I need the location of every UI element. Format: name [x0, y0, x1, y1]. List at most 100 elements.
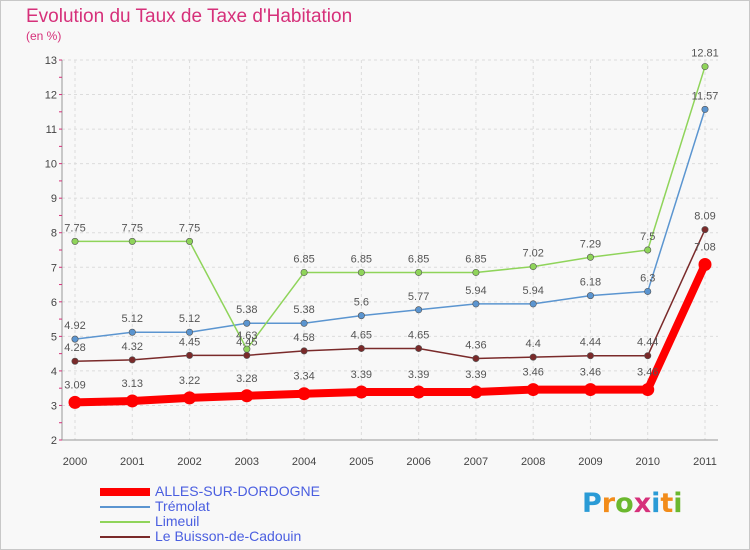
data-point	[644, 287, 652, 295]
data-label: 5.6	[354, 297, 369, 309]
y-unit-label: (en %)	[26, 29, 62, 43]
data-label: 4.63	[236, 330, 257, 342]
data-point	[357, 344, 365, 352]
data-point	[71, 335, 79, 343]
data-label: 3.46	[580, 367, 601, 379]
legend-label: Limeuil	[155, 513, 200, 529]
data-point	[529, 353, 537, 361]
legend-swatch	[100, 535, 150, 538]
x-tick-label: 2010	[635, 456, 659, 468]
x-tick-label: 2001	[120, 456, 144, 468]
data-point	[644, 352, 652, 360]
logo-letter: x	[633, 488, 652, 519]
data-label: 4.4	[526, 338, 541, 350]
series-line-1	[74, 109, 706, 340]
data-label: 5.38	[293, 304, 314, 316]
data-point	[71, 357, 79, 365]
data-label: 6.85	[293, 253, 314, 265]
data-point	[698, 258, 712, 272]
legend-item: Trémolat	[100, 499, 320, 514]
data-point	[526, 383, 540, 397]
data-point	[354, 385, 368, 399]
data-point	[701, 226, 709, 234]
data-label: 3.22	[179, 375, 200, 387]
logo-letter: P	[582, 488, 602, 519]
chart-title: Evolution du Taux de Taxe d'Habitation	[26, 6, 353, 27]
data-point	[641, 383, 655, 397]
data-point	[586, 253, 594, 261]
data-point	[583, 383, 597, 397]
data-label: 3.39	[408, 369, 429, 381]
data-label: 4.92	[64, 320, 85, 332]
series-line-0	[74, 262, 709, 407]
data-label: 4.58	[293, 332, 314, 344]
logo-letter: t	[660, 488, 674, 519]
data-label: 5.12	[122, 313, 143, 325]
data-point	[128, 237, 136, 245]
y-tick-label: 2	[51, 435, 57, 447]
x-tick-label: 2002	[177, 456, 201, 468]
data-point	[300, 347, 308, 355]
x-tick-label: 2008	[521, 456, 545, 468]
x-tick-label: 2011	[693, 456, 717, 468]
data-point	[701, 105, 709, 113]
data-point	[586, 352, 594, 360]
data-label: 5.77	[408, 291, 429, 303]
series-line-3	[74, 229, 706, 362]
data-point	[300, 319, 308, 327]
y-tick-label: 11	[46, 124, 57, 136]
x-tick-label: 2004	[292, 456, 316, 468]
data-point	[586, 292, 594, 300]
data-point	[357, 268, 365, 276]
y-tick-label: 3	[51, 400, 57, 412]
logo-letter: i	[651, 488, 661, 519]
data-label: 4.28	[64, 342, 85, 354]
y-tick-label: 12	[45, 90, 57, 102]
data-label: 7.75	[122, 222, 143, 234]
y-tick-label: 7	[51, 262, 57, 274]
data-point	[415, 344, 423, 352]
y-tick-label: 4	[51, 366, 57, 378]
logo-letter: i	[673, 488, 683, 519]
data-label: 4.44	[580, 337, 601, 349]
data-label: 4.32	[122, 341, 143, 353]
data-label: 11.57	[692, 90, 719, 102]
data-point	[68, 395, 82, 409]
data-label: 5.94	[522, 285, 543, 297]
data-label: 4.65	[408, 329, 429, 341]
data-point	[128, 356, 136, 364]
data-point	[469, 385, 483, 399]
data-label: 3.13	[122, 378, 143, 390]
legend: ALLES-SUR-DORDOGNE Trémolat Limeuil Le Buis…	[100, 484, 320, 544]
data-point	[71, 237, 79, 245]
data-point	[183, 391, 197, 405]
data-label: 5.94	[465, 285, 486, 297]
y-tick-label: 8	[51, 228, 57, 240]
data-label: 3.09	[64, 379, 85, 391]
legend-swatch	[100, 487, 150, 496]
data-label: 7.75	[64, 222, 85, 234]
data-label: 7.08	[694, 242, 715, 254]
legend-label: ALLES-SUR-DORDOGNE	[155, 483, 320, 499]
data-label: 5.38	[236, 304, 257, 316]
data-point	[472, 268, 480, 276]
data-point	[186, 237, 194, 245]
y-tick-label: 10	[45, 159, 57, 171]
data-point	[472, 354, 480, 362]
series-line-2	[75, 66, 706, 350]
y-tick-label: 13	[45, 55, 57, 67]
data-label: 3.39	[465, 369, 486, 381]
data-label: 6.18	[580, 277, 601, 289]
data-label: 3.28	[236, 373, 257, 385]
data-point	[357, 312, 365, 320]
data-label: 4.45	[236, 336, 257, 348]
x-tick-label: 2009	[578, 456, 602, 468]
data-point	[529, 300, 537, 308]
y-tick-label: 6	[51, 297, 57, 309]
data-point	[243, 319, 251, 327]
plot-area	[62, 60, 718, 440]
legend-label: Le Buisson-de-Cadouin	[155, 528, 302, 544]
data-label: 4.45	[179, 336, 200, 348]
data-label: 6.3	[640, 272, 655, 284]
data-point	[186, 351, 194, 359]
